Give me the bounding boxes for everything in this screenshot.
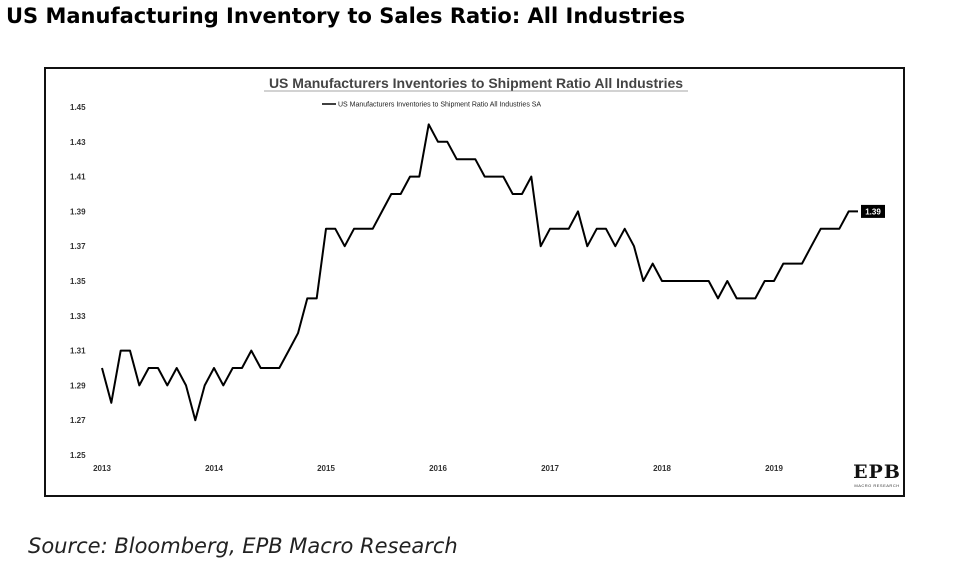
- x-tick-label: 2013: [93, 464, 111, 473]
- x-tick-label: 2018: [653, 464, 671, 473]
- y-tick-label: 1.45: [70, 103, 86, 112]
- y-tick-label: 1.27: [70, 416, 86, 425]
- line-chart: US Manufacturers Inventories to Shipment…: [70, 75, 885, 473]
- chart-title: US Manufacturers Inventories to Shipment…: [269, 75, 683, 91]
- series-group: [101, 123, 858, 422]
- logo-main-text: EPB: [853, 461, 901, 483]
- y-tick-label: 1.39: [70, 207, 86, 216]
- y-tick-label: 1.31: [70, 347, 86, 356]
- x-tick-label: 2017: [541, 464, 559, 473]
- y-tick-label: 1.25: [70, 451, 86, 460]
- x-tick-label: 2015: [317, 464, 335, 473]
- y-tick-label: 1.29: [70, 381, 86, 390]
- x-tick-label: 2014: [205, 464, 223, 473]
- y-tick-label: 1.41: [70, 173, 86, 182]
- source-note: Source: Bloomberg, EPB Macro Research: [28, 534, 458, 558]
- epb-logo: EPB MACRO RESEARCH: [851, 461, 903, 489]
- y-tick-label: 1.37: [70, 242, 86, 251]
- x-tick-label: 2019: [765, 464, 783, 473]
- x-axis-ticks: 2013 2014 2015 2016 2017 2018 2019: [93, 464, 783, 473]
- legend: US Manufacturers Inventories to Shipment…: [322, 102, 541, 109]
- y-axis-ticks: 1.45 1.43 1.41 1.39 1.37 1.35 1.33 1.31 1.29 1.27…: [70, 103, 86, 460]
- chart-frame: US Manufacturers Inventories to Shipment…: [44, 67, 905, 497]
- y-tick-label: 1.43: [70, 138, 86, 147]
- last-value-label: 1.39: [865, 207, 881, 216]
- series-line: [101, 123, 858, 422]
- last-value-badge: [861, 204, 885, 218]
- x-tick-label: 2016: [429, 464, 447, 473]
- y-tick-label: 1.33: [70, 312, 86, 321]
- legend-entry: US Manufacturers Inventories to Shipment…: [338, 102, 541, 109]
- logo-sub-text: MACRO RESEARCH: [854, 483, 900, 488]
- last-value-badge-group: 1.39: [861, 204, 885, 218]
- y-tick-label: 1.35: [70, 277, 86, 286]
- page-title: US Manufacturing Inventory to Sales Rati…: [6, 4, 686, 28]
